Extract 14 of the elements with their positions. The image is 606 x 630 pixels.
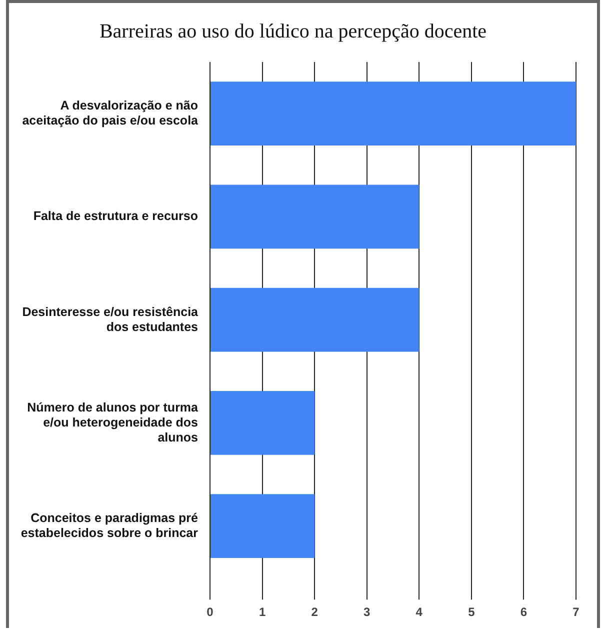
chart-title: Barreiras ao uso do lúdico na percepção docente [99,20,487,42]
x-tick-label: 6 [520,605,528,620]
y-tick-label: Conceitos e paradigmas pré estabelecidos sobre o brincar [20,510,198,540]
x-tick-label: 2 [311,605,318,620]
x-tick-label: 0 [206,605,214,620]
y-tick-label: Desinteresse e/ou resistência dos estudantes [22,304,200,334]
y-tick-label: Falta de estrutura e recurso [33,209,198,224]
x-tick-label: 1 [258,605,266,620]
x-tick-label: 5 [468,605,476,620]
x-tick-label: 3 [364,605,371,620]
y-tick-label: Número de alunos por turma e/ou heterogeneidade dos alunos [27,400,200,444]
x-tick-label: 7 [572,605,580,620]
x-tick-label: 4 [416,605,423,620]
y-tick-label: A desvalorização e não aceitação do pais e/ou escola [22,98,200,128]
